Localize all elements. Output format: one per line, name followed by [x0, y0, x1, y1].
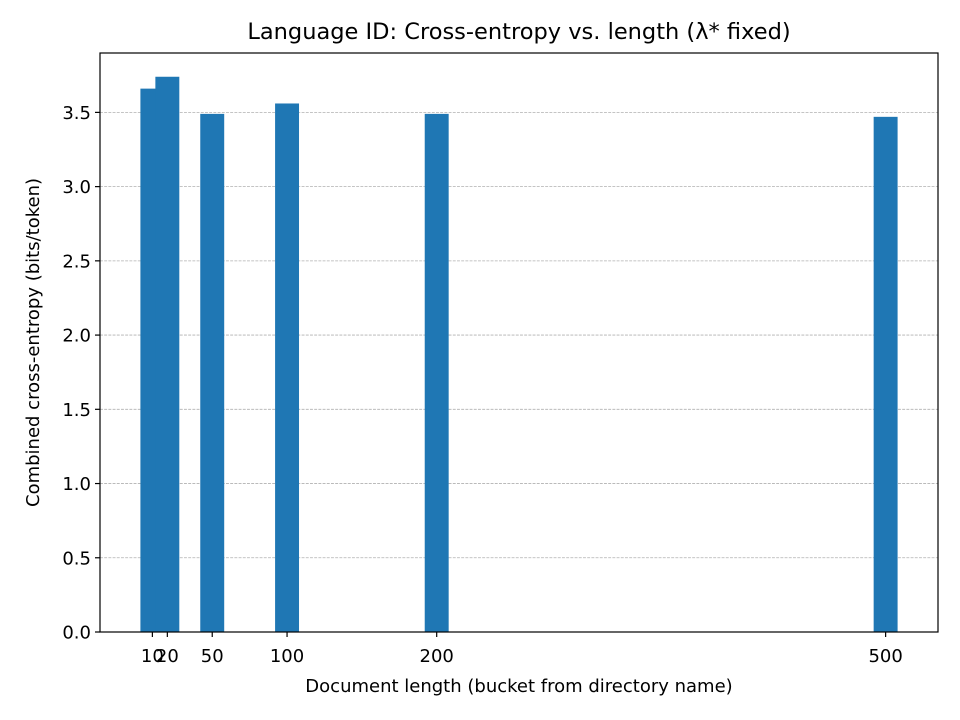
x-tick-label: 500	[868, 646, 902, 667]
grid-lines	[100, 111, 938, 559]
y-ticks: 0.0 0.5 1.0 1.5 2.0 2.5 3.0 3.5	[62, 103, 100, 644]
y-tick-label: 2.0	[62, 326, 91, 347]
bars	[140, 76, 898, 633]
x-axis-label: Document length (bucket from directory n…	[305, 676, 732, 697]
x-tick-label: 200	[420, 646, 454, 667]
y-tick-label: 3.0	[62, 177, 91, 198]
bar-500	[873, 116, 898, 633]
y-tick-label: 1.0	[62, 474, 91, 495]
x-tick-label: 10	[141, 646, 164, 667]
plot-frame	[99, 52, 939, 633]
y-tick-label: 1.5	[62, 400, 91, 421]
bar-200	[424, 113, 449, 632]
y-tick-label: 0.0	[62, 623, 91, 644]
bar-100	[275, 103, 300, 632]
y-axis-label: Combined cross-entropy (bits/token)	[23, 178, 44, 507]
chart-title: Language ID: Cross-entropy vs. length (λ…	[247, 19, 790, 45]
y-tick-label: 0.5	[62, 548, 91, 569]
bar-50	[200, 113, 225, 632]
y-tick-label: 3.5	[62, 103, 91, 124]
x-tick-label: 50	[201, 646, 224, 667]
x-tick-label: 100	[270, 646, 304, 667]
x-tick-label: 20	[156, 646, 179, 667]
bar-20	[155, 76, 180, 632]
y-tick-label: 2.5	[62, 251, 91, 272]
